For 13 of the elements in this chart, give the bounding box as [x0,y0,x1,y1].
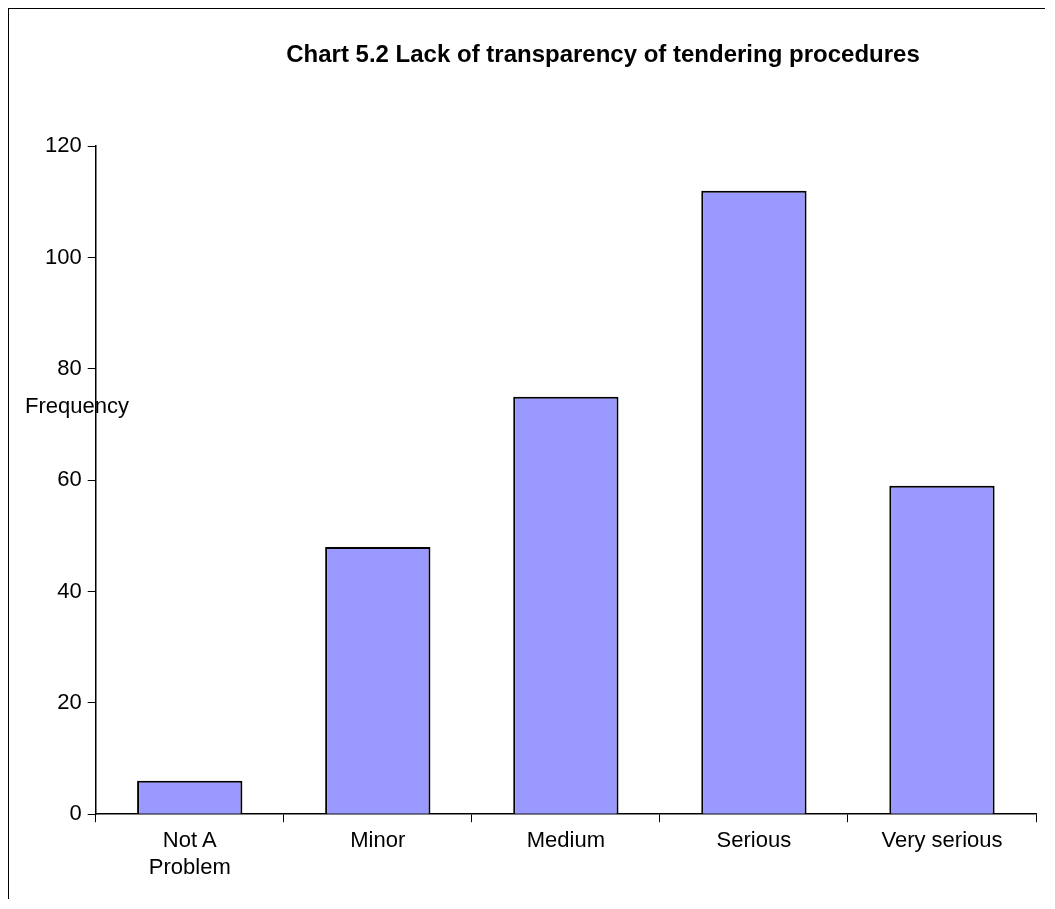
y-tick-label: 60 [57,466,82,492]
y-tick-label: 100 [44,243,82,269]
y-tick-label: 20 [57,688,82,714]
x-tick-label: Serious [716,827,792,853]
chart-title: Chart 5.2 Lack of transparency of tendering procedures [285,39,921,69]
y-tick-label: 0 [69,800,82,826]
y-tick-label: 120 [44,132,82,158]
y-tick-label: 80 [57,354,82,380]
x-tick-label: Minor [350,827,406,853]
y-tick-label: 40 [57,577,82,603]
x-tick-label: Not A Problem [148,827,231,879]
x-tick-label: Very serious [881,827,1003,853]
x-tick-label: Medium [526,827,605,853]
